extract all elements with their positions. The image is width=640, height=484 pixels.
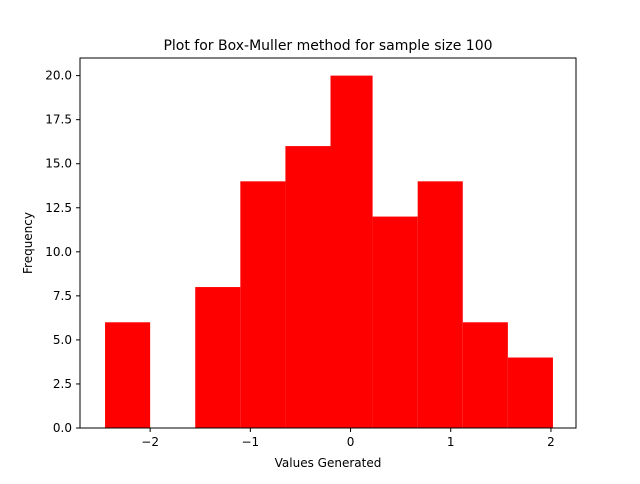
histogram-bar-7 (417, 181, 463, 428)
histogram-bar-2 (195, 287, 241, 428)
histogram-bar-5 (330, 75, 373, 428)
y-tick-label-3: 7.5 (53, 289, 72, 303)
x-tick-label-4: 2 (547, 435, 555, 449)
y-axis-ticks: 0.0 2.5 5.0 7.5 10.0 12.5 15.0 17.5 20.0 (45, 69, 80, 435)
y-tick-label-8: 20.0 (45, 69, 72, 83)
histogram-bar-0 (105, 322, 151, 428)
y-tick-label-1: 2.5 (53, 377, 72, 391)
plot-area-frame (79, 57, 577, 429)
y-tick-label-4: 10.0 (45, 245, 72, 259)
y-tick-label-2: 5.0 (53, 333, 72, 347)
histogram-bars (105, 75, 553, 428)
x-tick-label-1: −1 (241, 435, 259, 449)
y-axis-label: Frequency (21, 212, 35, 274)
histogram-bar-8 (462, 322, 508, 428)
histogram-bar-3 (240, 181, 286, 428)
histogram-bar-4 (285, 146, 331, 428)
x-axis-ticks: −2 −1 0 1 2 (141, 428, 555, 449)
histogram-bar-9 (507, 357, 553, 428)
histogram-bar-6 (372, 216, 418, 428)
y-tick-label-6: 15.0 (45, 157, 72, 171)
chart-title: Plot for Box-Muller method for sample si… (163, 38, 492, 54)
y-tick-label-5: 12.5 (45, 201, 72, 215)
y-tick-label-7: 17.5 (45, 113, 72, 127)
x-tick-label-2: 0 (347, 435, 355, 449)
y-tick-label-0: 0.0 (53, 421, 72, 435)
x-tick-label-3: 1 (447, 435, 455, 449)
x-tick-label-0: −2 (141, 435, 159, 449)
x-axis-label: Values Generated (275, 456, 382, 470)
